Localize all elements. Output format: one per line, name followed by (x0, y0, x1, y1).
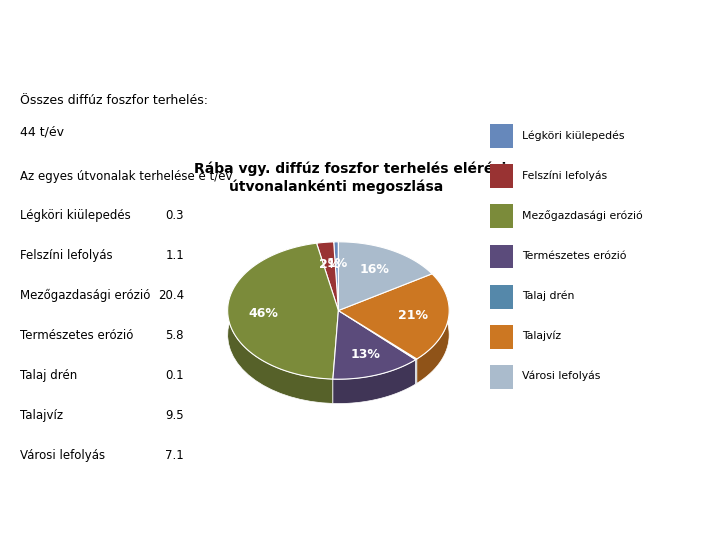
Text: 21%: 21% (398, 309, 428, 322)
Text: Mezőgazdasági erózió: Mezőgazdasági erózió (20, 289, 150, 302)
Polygon shape (338, 310, 417, 360)
Ellipse shape (0, 73, 720, 138)
FancyBboxPatch shape (490, 325, 513, 349)
FancyBboxPatch shape (490, 205, 513, 228)
Polygon shape (228, 243, 333, 403)
FancyBboxPatch shape (490, 285, 513, 308)
Text: Légköri kiülepedés: Légköri kiülepedés (20, 210, 130, 222)
FancyBboxPatch shape (490, 164, 513, 188)
Text: Összes diffúz foszfor terhelés:: Összes diffúz foszfor terhelés: (20, 94, 208, 107)
Text: Az egyes útvonalak terhelése e t/év: Az egyes útvonalak terhelése e t/év (20, 170, 233, 183)
Text: 16%: 16% (360, 263, 390, 276)
Polygon shape (333, 310, 415, 379)
Text: 44 t/év: 44 t/év (20, 125, 64, 138)
Text: Talajvíz: Talajvíz (522, 331, 561, 341)
FancyBboxPatch shape (490, 365, 513, 389)
Text: Felszíni lefolyás: Felszíni lefolyás (522, 170, 607, 181)
FancyBboxPatch shape (490, 124, 513, 148)
Text: Talaj drén: Talaj drén (522, 291, 575, 301)
Text: 0.1: 0.1 (166, 369, 184, 382)
Text: Talajvíz: Talajvíz (20, 409, 63, 422)
Text: Mezőgazdasági erózió: Mezőgazdasági erózió (522, 210, 643, 221)
Text: Rába vgy. diffúz foszfor terhelés elérési: Rába vgy. diffúz foszfor terhelés elérés… (194, 162, 507, 177)
FancyBboxPatch shape (490, 245, 513, 268)
Polygon shape (338, 242, 432, 310)
Text: Talaj drén: Talaj drén (20, 369, 77, 382)
Text: 0.3: 0.3 (166, 210, 184, 222)
Text: 13%: 13% (350, 348, 380, 361)
Text: Felszíni lefolyás: Felszíni lefolyás (20, 249, 112, 262)
Text: 20.4: 20.4 (158, 289, 184, 302)
Text: 9.5: 9.5 (166, 409, 184, 422)
Text: Városi lefolyás: Városi lefolyás (20, 449, 105, 462)
Text: 46%: 46% (248, 307, 278, 320)
Polygon shape (415, 359, 417, 384)
Text: 1.1: 1.1 (166, 249, 184, 262)
Text: Légköri kiülepedés: Légköri kiülepedés (522, 130, 624, 141)
Text: útvonalankénti megoszlása: útvonalankénti megoszlása (229, 179, 444, 193)
Text: 7.1: 7.1 (166, 449, 184, 462)
Polygon shape (417, 274, 449, 383)
Text: MONERIS EREDMÉNYEI: MONERIS EREDMÉNYEI (36, 21, 356, 44)
Text: Természetes erózió: Természetes erózió (20, 329, 133, 342)
Text: 1%: 1% (326, 258, 348, 271)
Polygon shape (338, 274, 449, 359)
Text: 2%: 2% (319, 258, 340, 271)
Polygon shape (333, 360, 415, 403)
Text: 5.8: 5.8 (166, 329, 184, 342)
Text: Városi lefolyás: Városi lefolyás (522, 371, 600, 381)
Polygon shape (333, 242, 338, 310)
Polygon shape (228, 243, 338, 379)
Polygon shape (317, 242, 338, 310)
Text: Természetes erózió: Természetes erózió (522, 251, 626, 261)
